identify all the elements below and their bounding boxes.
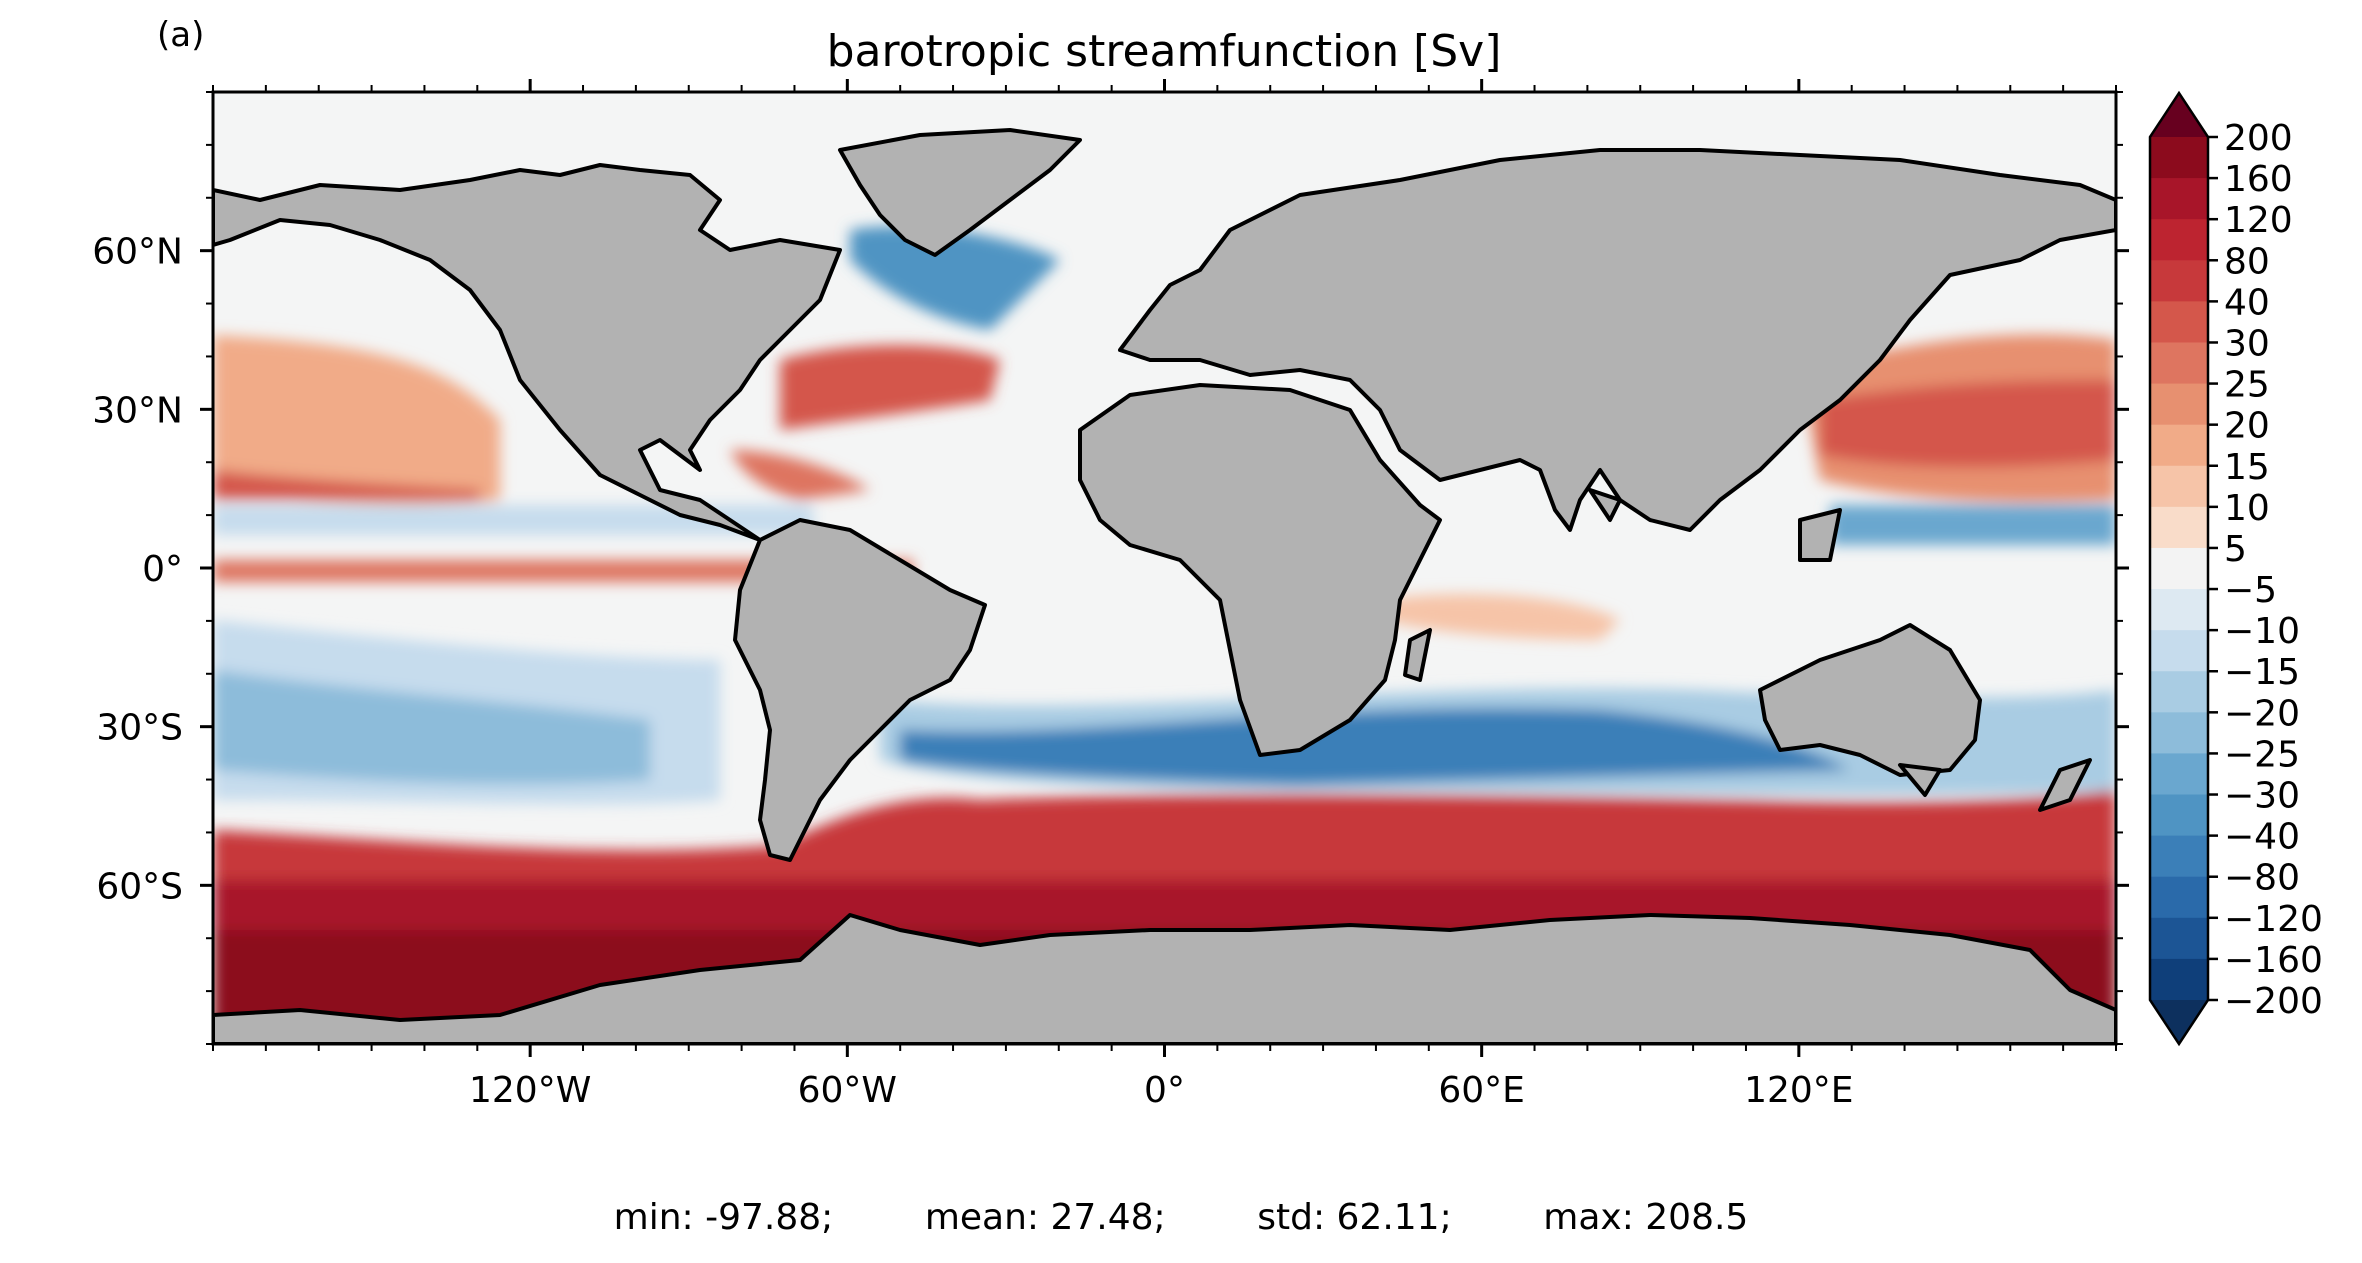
colorbar-tick-label: 15 — [2224, 447, 2270, 488]
stat-max: max: 208.5 — [1543, 1197, 1749, 1238]
colorbar-segment — [2150, 506, 2208, 549]
lat-tick-label: 60°S — [96, 866, 183, 907]
colorbar-segment — [2150, 547, 2208, 590]
land-masses — [213, 128, 2116, 1044]
colorbar-tick-label: 10 — [2224, 488, 2270, 529]
colorbar-tick-label: −10 — [2224, 611, 2300, 652]
colorbar-over-arrow — [2150, 93, 2208, 137]
colorbar-segment — [2150, 794, 2208, 837]
colorbar-segment — [2150, 424, 2208, 467]
colorbar-tick-label: −5 — [2224, 570, 2277, 611]
lon-tick-label: 60°E — [1438, 1070, 1525, 1111]
lon-tick-label: 0° — [1144, 1070, 1185, 1111]
africa — [1078, 383, 1442, 757]
panel-label: (a) — [157, 15, 204, 55]
colorbar-tick-label: 120 — [2224, 200, 2293, 241]
colorbar-segment — [2150, 589, 2208, 631]
lon-tick-label: 120°E — [1744, 1070, 1853, 1111]
colorbar-segment — [2150, 342, 2208, 385]
australia — [1758, 623, 1982, 777]
colorbar-segment — [2150, 260, 2208, 302]
colorbar-tick-label: 160 — [2224, 159, 2293, 200]
colorbar-tick-label: −200 — [2224, 981, 2323, 1022]
colorbar-segment — [2150, 219, 2208, 261]
colorbar-segment — [2150, 958, 2208, 1001]
lat-tick-label: 30°N — [92, 390, 183, 431]
colorbar-segment — [2150, 712, 2208, 755]
colorbar-segment — [2150, 383, 2208, 426]
colorbar-tick-label: −160 — [2224, 940, 2323, 981]
colorbar-tick-label: −15 — [2224, 652, 2300, 693]
colorbar-segment — [2150, 178, 2208, 220]
colorbar-segment — [2150, 835, 2208, 878]
map-ticks: 60°N 30°N 0° 30°S 60°S 120°W 60°W 0° 60°E 120°E — [92, 79, 2129, 1111]
eurasia — [1118, 148, 2116, 532]
colorbar-under-arrow — [2150, 1000, 2208, 1044]
colorbar-tick-label: −120 — [2224, 899, 2323, 940]
colorbar-tick-label: 30 — [2224, 323, 2270, 364]
lon-tick-label: 120°W — [469, 1070, 591, 1111]
colorbar-tick-label: −80 — [2224, 858, 2300, 899]
colorbar-tick-label: 20 — [2224, 406, 2270, 447]
colorbar-tick-label: 25 — [2224, 365, 2270, 406]
colorbar-tick-label: −25 — [2224, 734, 2300, 775]
colorbar-tick-label: 80 — [2224, 241, 2270, 282]
stat-min: min: -97.88; — [613, 1197, 834, 1238]
colorbar-segment — [2150, 465, 2208, 508]
colorbar-tick-label: −20 — [2224, 693, 2300, 734]
stat-mean: mean: 27.48; — [924, 1197, 1166, 1238]
antarctica — [213, 913, 2116, 1044]
colorbar-tick-label: −30 — [2224, 776, 2300, 817]
colorbar-segment — [2150, 671, 2208, 713]
colorbar-segment — [2150, 876, 2208, 919]
colorbar: 200160120804030252015105−5−10−15−20−25−3… — [2148, 90, 2323, 1047]
colorbar-segment — [2150, 301, 2208, 344]
lat-tick-label: 0° — [142, 549, 183, 590]
statistics-line: min: -97.88; mean: 27.48; std: 62.11; ma… — [0, 1197, 2362, 1238]
stat-std: std: 62.11; — [1257, 1197, 1452, 1238]
colorbar-tick-label: 5 — [2224, 529, 2247, 570]
colorbar-segment — [2150, 753, 2208, 796]
lat-tick-label: 60°N — [92, 232, 183, 273]
colorbar-tick-label: 200 — [2224, 118, 2293, 159]
greenland — [838, 128, 1082, 257]
north-america — [213, 163, 842, 542]
map-title: barotropic streamfunction [Sv] — [827, 26, 1502, 77]
south-america — [733, 518, 987, 862]
colorbar-segment — [2150, 630, 2208, 672]
map-panel — [213, 92, 2116, 1044]
colorbar-segment — [2150, 137, 2208, 179]
colorbar-tick-label: −40 — [2224, 817, 2300, 858]
lat-tick-label: 30°S — [96, 708, 183, 749]
lon-tick-label: 60°W — [798, 1070, 897, 1111]
colorbar-segment — [2150, 917, 2208, 960]
colorbar-tick-label: 40 — [2224, 282, 2270, 323]
